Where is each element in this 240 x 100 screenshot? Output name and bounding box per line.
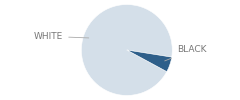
Wedge shape — [81, 4, 172, 95]
Text: BLACK: BLACK — [165, 46, 206, 61]
Wedge shape — [127, 50, 172, 72]
Text: WHITE: WHITE — [34, 32, 89, 41]
